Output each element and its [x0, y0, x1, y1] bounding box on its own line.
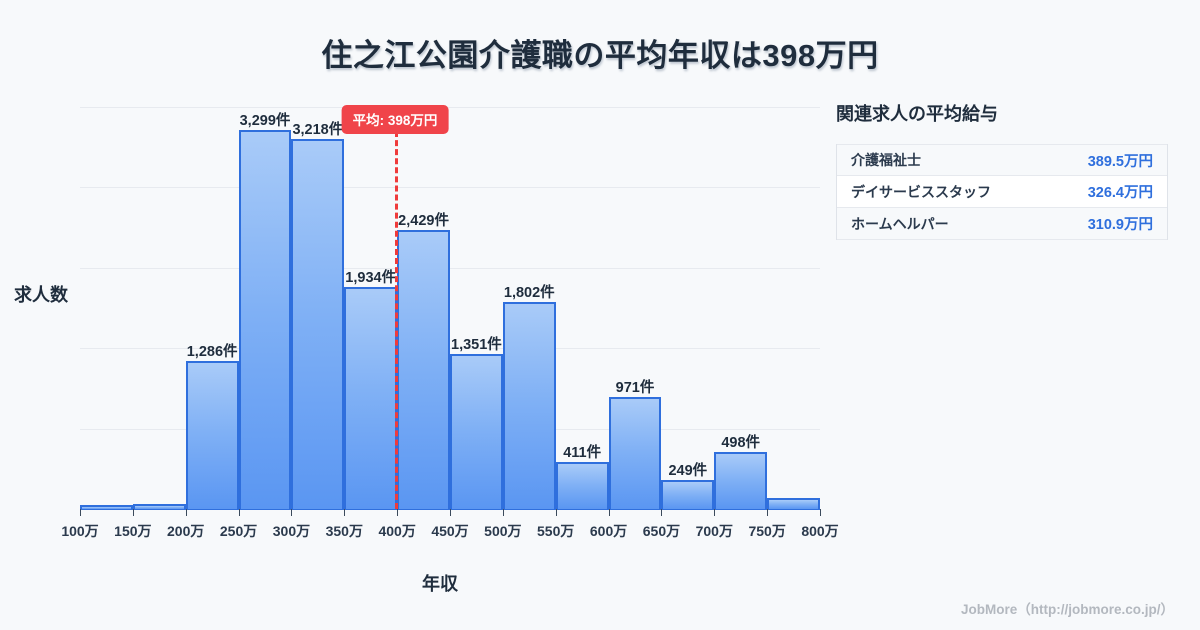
- x-axis-title: 年収: [422, 574, 458, 594]
- bar: [185, 361, 239, 509]
- bar-value-label: 3,299件: [239, 112, 291, 129]
- bar-value-label: 1,934件: [345, 269, 397, 286]
- bar: [397, 229, 450, 509]
- x-axis-tick-label: 550万: [537, 523, 575, 539]
- x-axis-tick-label: 450万: [431, 523, 469, 539]
- related-salary-panel: 関連求人の平均給与 介護福祉士 389.5万円デイサービススタッフ 326.4万円ホ…: [836, 100, 1168, 240]
- x-axis-tick-label: 200万: [167, 523, 205, 539]
- gridline: [80, 348, 820, 349]
- x-axis-tick-label: 350万: [325, 523, 363, 539]
- panel-title: 関連求人の平均給与: [836, 104, 998, 124]
- x-axis-tick-label: 150万: [114, 523, 152, 539]
- bar-value-label: 2,429件: [398, 212, 449, 229]
- bar-value-label: 1,351件: [451, 336, 502, 353]
- x-axis-tick-label: 800万: [801, 523, 839, 539]
- x-axis-tick: [344, 509, 346, 516]
- y-axis-title: 求人数: [14, 285, 68, 305]
- panel-table: 介護福祉士 389.5万円デイサービススタッフ 326.4万円ホームヘルパー 310.…: [836, 144, 1168, 240]
- bar: [344, 286, 398, 509]
- bar-value-label: 3,218件: [292, 121, 344, 138]
- x-axis-tick-label: 400万: [378, 523, 416, 539]
- gridline: [80, 187, 820, 188]
- panel-job-salary: 389.5万円: [1087, 153, 1153, 170]
- panel-row: デイサービススタッフ 326.4万円: [837, 176, 1167, 208]
- bar: [502, 301, 556, 509]
- panel-job-salary: 326.4万円: [1087, 185, 1153, 201]
- bar: [450, 353, 503, 509]
- bar: [291, 138, 345, 509]
- x-axis-tick-label: 650万: [642, 523, 681, 539]
- bar-value-label: 411件: [563, 444, 602, 461]
- x-axis-tick: [450, 509, 451, 516]
- x-axis-tick-label: 700万: [695, 523, 733, 539]
- x-axis-tick: [397, 509, 399, 516]
- average-badge: 平均: 398万円: [341, 105, 449, 134]
- x-axis-tick: [661, 509, 663, 516]
- bar: [80, 505, 133, 509]
- x-axis-tick: [291, 509, 293, 516]
- x-axis-tick: [80, 509, 81, 516]
- footer-watermark: JobMore（http://jobmore.co.jp/）: [961, 602, 1174, 617]
- panel-row: ホームヘルパー 310.9万円: [837, 208, 1167, 240]
- x-axis-tick: [555, 509, 557, 516]
- x-axis-tick: [820, 509, 821, 516]
- x-axis-tick: [185, 509, 187, 516]
- bar-value-label: 498件: [721, 434, 761, 451]
- average-line: [395, 131, 399, 509]
- gridline: [80, 267, 820, 269]
- histogram-chart: 1,286件 3,299件 3,218件 1,934件 2,429件 1,351件 1,80…: [14, 105, 839, 594]
- x-axis-tick: [714, 509, 716, 516]
- x-axis-tick-label: 250万: [219, 523, 258, 539]
- x-axis-tick-label: 600万: [589, 523, 628, 539]
- panel-job-salary: 310.9万円: [1087, 217, 1153, 233]
- x-axis-tick: [238, 509, 240, 516]
- x-axis-tick-label: 750万: [748, 523, 786, 539]
- x-axis-tick-label: 500万: [484, 523, 522, 539]
- panel-job-name: デイサービススタッフ: [851, 183, 991, 200]
- panel-job-name: ホームヘルパー: [851, 215, 949, 232]
- bar-value-label: 1,802件: [503, 284, 555, 301]
- bar: [132, 504, 186, 509]
- bar-value-label: 971件: [615, 380, 655, 397]
- x-axis-tick: [767, 509, 769, 516]
- bar: [555, 461, 609, 509]
- bar-value-label: 249件: [668, 463, 708, 480]
- bar: [608, 397, 662, 509]
- bar: [714, 451, 768, 509]
- bar: [767, 498, 820, 509]
- panel-row: 介護福祉士 389.5万円: [837, 144, 1167, 176]
- page-title: 住之江公園介護職の平均年収は398万円: [321, 38, 879, 73]
- bar-value-label: 1,286件: [186, 344, 238, 361]
- x-axis-tick: [132, 509, 134, 516]
- x-axis-tick-label: 300万: [272, 523, 311, 539]
- x-axis-tick: [608, 509, 610, 516]
- bar: [661, 480, 715, 509]
- gridline: [80, 106, 820, 108]
- bar: [238, 129, 292, 509]
- panel-job-name: 介護福祉士: [851, 152, 921, 168]
- x-axis-tick-label: 100万: [61, 523, 99, 539]
- x-axis-tick: [502, 509, 504, 516]
